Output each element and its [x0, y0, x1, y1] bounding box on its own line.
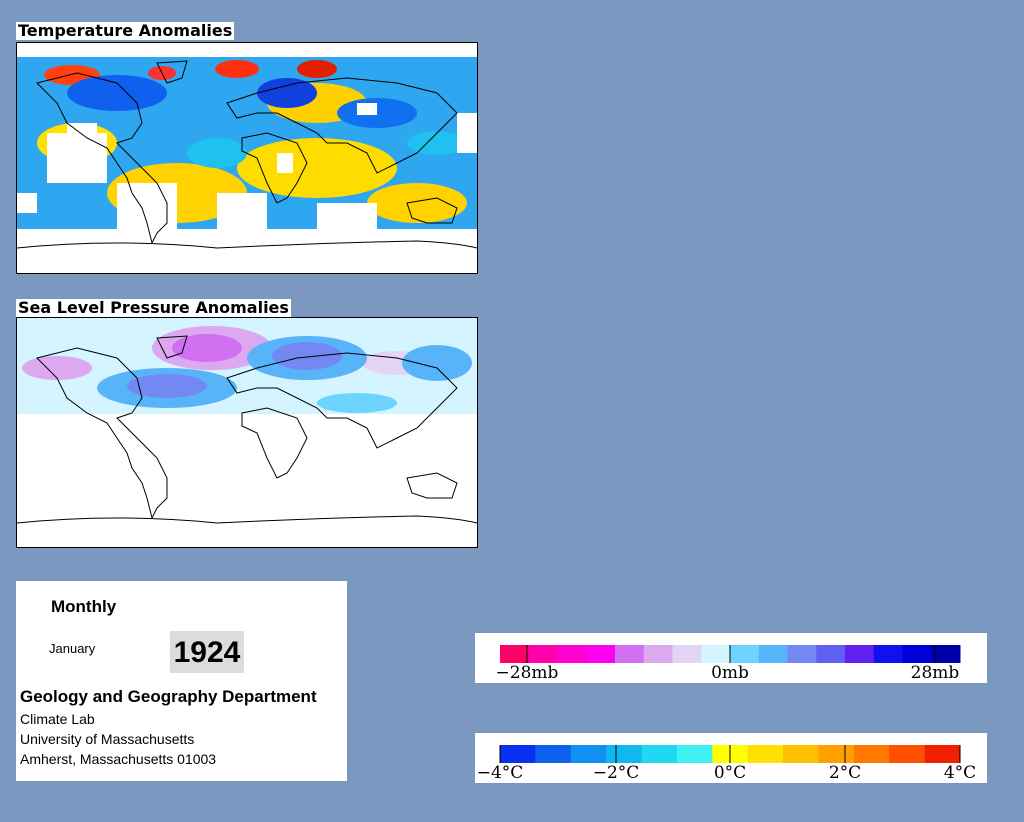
pressure-legend-label: 28mb	[911, 663, 960, 683]
temperature-legend-swatch	[606, 745, 643, 763]
pressure-legend-label: 0mb	[711, 663, 749, 683]
temperature-legend-swatch	[818, 745, 855, 763]
temperature-legend-swatch	[924, 745, 961, 763]
info-box: Monthly January 1924 Geology and Geograp…	[16, 581, 347, 781]
pressure-legend-swatch	[701, 645, 731, 663]
pressure-legend-swatch	[586, 645, 616, 663]
pressure-legend-swatch	[845, 645, 875, 663]
pressure-negative-patches	[97, 336, 472, 413]
temperature-legend-label: −4°C	[477, 763, 524, 783]
address-line-3: Amherst, Massachusetts 01003	[20, 751, 217, 767]
temperature-legend-swatch	[500, 745, 536, 763]
period-label: Monthly	[51, 597, 117, 616]
temperature-panel-title: Temperature Anomalies	[16, 21, 235, 40]
temperature-legend-swatch	[570, 745, 607, 763]
temperature-legend-label: 4°C	[944, 763, 976, 783]
pressure-legend-swatch	[615, 645, 645, 663]
pressure-legend-swatch	[528, 645, 558, 663]
temperature-legend-swatch	[535, 745, 572, 763]
pressure-legend-swatch	[873, 645, 903, 663]
temperature-colorbar: −4°C −2°C 0°C 2°C 4°C	[477, 745, 976, 783]
temperature-legend: −4°C −2°C 0°C 2°C 4°C	[475, 733, 987, 783]
temperature-coastlines	[17, 60, 477, 249]
temperature-legend-swatch	[853, 745, 890, 763]
temperature-legend-swatch	[783, 745, 819, 763]
pressure-anomaly-map	[16, 317, 478, 548]
pressure-legend-swatch	[557, 645, 587, 663]
pressure-legend: −28mb 0mb 28mb	[475, 633, 987, 683]
address-line-2: University of Massachusetts	[20, 731, 195, 747]
address-line-1: Climate Lab	[20, 711, 95, 727]
pressure-legend-swatch	[758, 645, 788, 663]
pressure-legend-swatch	[787, 645, 817, 663]
pressure-panel-title: Sea Level Pressure Anomalies	[16, 298, 291, 317]
pressure-legend-label: −28mb	[496, 663, 559, 683]
pressure-legend-swatch	[672, 645, 702, 663]
pressure-legend-swatch	[730, 645, 760, 663]
pressure-coastlines	[17, 335, 477, 524]
month-label: January	[49, 641, 96, 656]
temperature-legend-label: 2°C	[829, 763, 861, 783]
temperature-legend-swatch	[747, 745, 784, 763]
temperature-legend-swatch	[641, 745, 678, 763]
temperature-legend-label: −2°C	[593, 763, 640, 783]
temperature-legend-swatch	[676, 745, 713, 763]
pressure-legend-swatch	[500, 645, 530, 663]
pressure-legend-swatch	[643, 645, 673, 663]
year-label: 1924	[170, 631, 244, 673]
pressure-legend-swatch	[816, 645, 846, 663]
pressure-legend-swatch	[931, 645, 961, 663]
temperature-legend-swatch	[889, 745, 926, 763]
pressure-legend-swatch	[902, 645, 932, 663]
temperature-legend-label: 0°C	[714, 763, 746, 783]
temperature-anomaly-map	[16, 42, 478, 274]
department-name: Geology and Geography Department	[20, 687, 317, 706]
pressure-colorbar: −28mb 0mb 28mb	[496, 645, 961, 683]
